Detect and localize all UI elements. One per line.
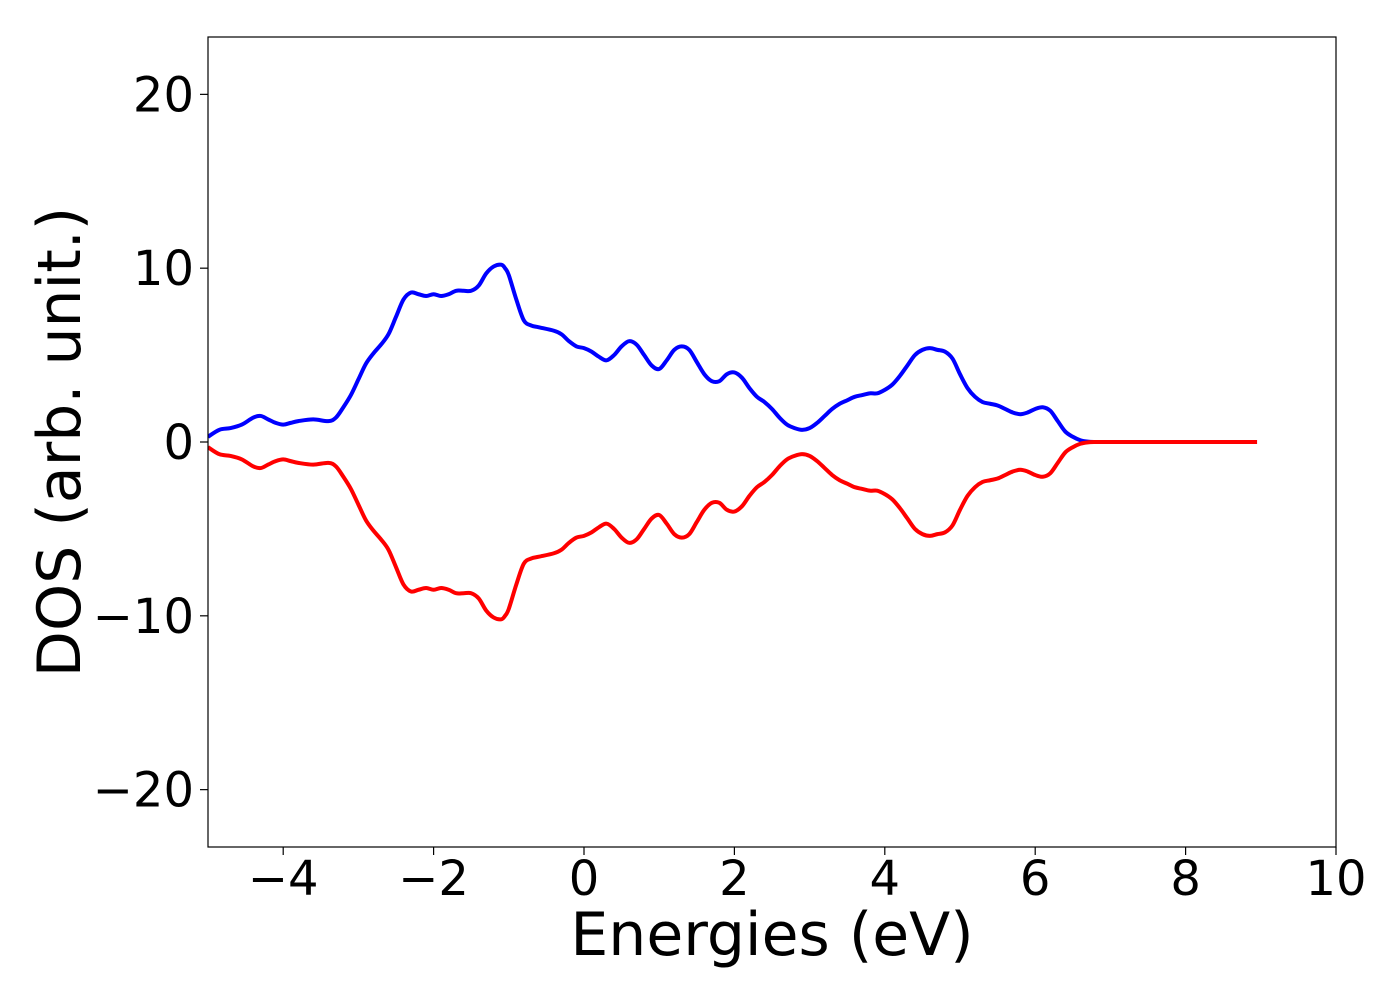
- x-axis-title: Energies (eV): [570, 900, 973, 970]
- y-tick-label: −20: [93, 763, 194, 819]
- y-tick-label: −10: [93, 589, 194, 645]
- y-tick-label: 10: [133, 241, 194, 297]
- x-tick-label: 10: [1305, 851, 1366, 907]
- series-line-1: [208, 262, 1258, 445]
- x-tick-label: −2: [398, 851, 469, 907]
- x-tick-label: −4: [248, 851, 319, 907]
- y-axis: −20 −10 0 10 20: [93, 67, 208, 819]
- x-tick-label: 6: [1020, 851, 1051, 907]
- x-tick-label: 8: [1170, 851, 1201, 907]
- x-tick-label: 2: [719, 851, 750, 907]
- series-line-2: [208, 439, 1258, 622]
- x-axis: −4 −2 0 2 4 6 8 10: [248, 847, 1367, 907]
- x-tick-label: 4: [870, 851, 901, 907]
- y-tick-label: 20: [133, 67, 194, 123]
- series-layer: [208, 262, 1258, 622]
- x-tick-label: 0: [569, 851, 600, 907]
- y-tick-label: 0: [163, 415, 194, 471]
- y-axis-title: DOS (arb. unit.): [25, 207, 95, 677]
